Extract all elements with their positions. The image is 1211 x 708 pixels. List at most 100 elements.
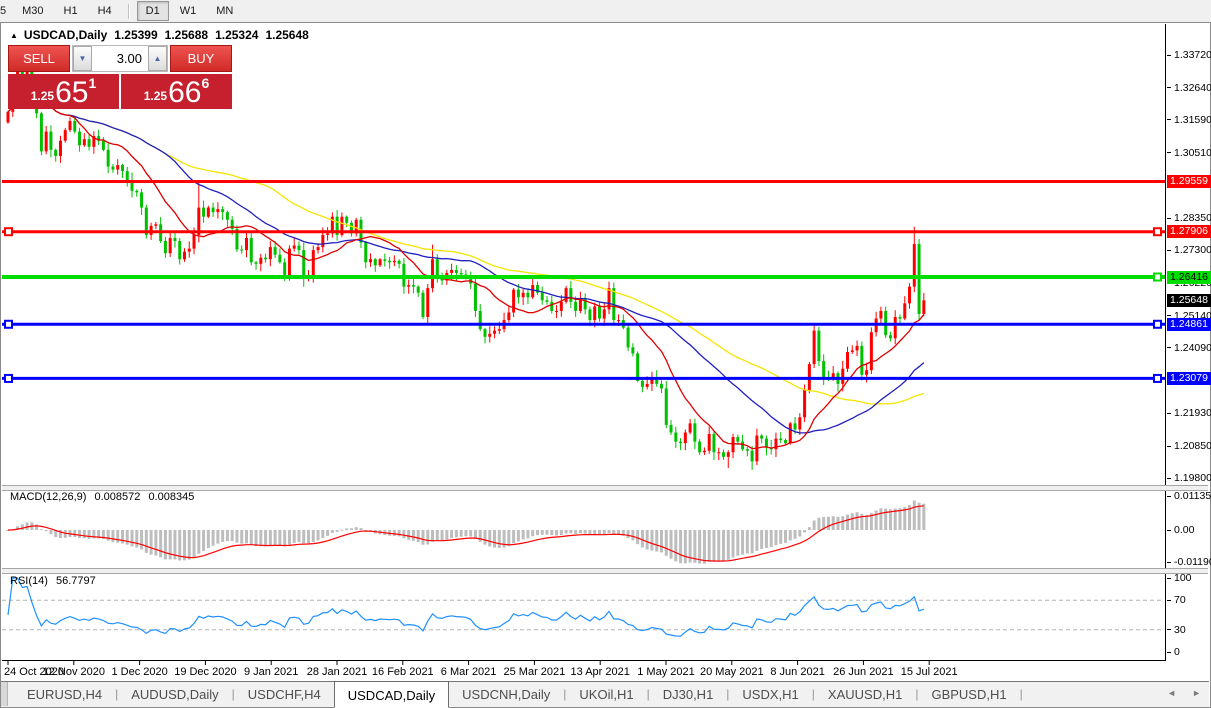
axis-tick-mark [1167, 249, 1171, 251]
date-label: 8 Jun 2021 [770, 666, 825, 678]
ohlc-low: 1.25324 [215, 28, 259, 42]
date-label: 20 May 2021 [699, 666, 764, 678]
tab-separator: | [115, 687, 119, 701]
tab-scroll-buttons: ◄ ► [1167, 688, 1201, 698]
axis-tick-mark [1167, 445, 1171, 447]
tab-usdchf-h4[interactable]: USDCHF,H4 [247, 687, 321, 702]
axis-tick-mark [1167, 412, 1171, 414]
line-handle-1.23079[interactable] [1153, 373, 1162, 383]
buy-quote[interactable]: 1.25 66 6 [121, 74, 232, 109]
tab-gbpusd-h1[interactable]: GBPUSD,H1 [931, 687, 1007, 702]
tab-separator: | [563, 687, 567, 701]
date-label: 6 Mar 2021 [440, 666, 497, 678]
tab-scroll-right-icon[interactable]: ► [1192, 688, 1201, 698]
date-label: 12 Nov 2020 [42, 666, 105, 678]
tab-audusd-daily[interactable]: AUDUSD,Daily [131, 687, 219, 702]
buy-price-prefix: 1.25 [143, 89, 168, 103]
volume-input[interactable] [92, 46, 148, 71]
level-price-label-1.24861: 1.24861 [1167, 317, 1211, 331]
macd-value-signal: 0.008345 [148, 491, 195, 503]
axis-tick-mark [1167, 54, 1171, 56]
axis-tick-mark [1167, 577, 1171, 579]
price-tick-1.32640: 1.32640 [1167, 81, 1211, 94]
rsi-label: RSI(14) 56.7797 [10, 575, 101, 587]
level-price-label-1.23079: 1.23079 [1167, 371, 1211, 385]
level-price-label-1.26416: 1.26416 [1167, 270, 1211, 284]
tab-bar-edge [1, 682, 8, 706]
line-handle-1.27906[interactable] [1153, 227, 1162, 237]
timeframe-h1[interactable]: H1 [63, 5, 78, 17]
date-label: 26 Jun 2021 [833, 666, 894, 678]
timeframe-mn[interactable]: MN [216, 5, 234, 17]
timeframe-5[interactable]: 5 [0, 5, 7, 17]
tab-separator: | [811, 687, 815, 701]
tab-usdcnh-daily[interactable]: USDCNH,Daily [462, 687, 551, 702]
timeframe-m30[interactable]: M30 [22, 5, 44, 17]
macd-histogram [6, 500, 926, 564]
current-price-label: 1.25648 [1167, 293, 1211, 307]
tab-usdx-h1[interactable]: USDX,H1 [742, 687, 799, 702]
ma-medium [7, 85, 925, 434]
pane-splitter-rsi[interactable] [2, 568, 1208, 574]
rsi-tick-0: 0 [1167, 646, 1180, 659]
timeframe-d1[interactable]: D1 [136, 1, 169, 21]
date-label: 16 Feb 2021 [371, 666, 434, 678]
sell-button[interactable]: SELL [8, 45, 70, 72]
tab-separator: | [726, 687, 730, 701]
toolbar-divider [127, 3, 130, 19]
axis-lines [2, 24, 1166, 665]
tab-usdcad-daily[interactable]: USDCAD,Daily [333, 681, 450, 708]
price-chart-canvas[interactable] [2, 24, 1168, 666]
axis-tick-mark [1167, 87, 1171, 89]
axis-tick-mark [1167, 119, 1171, 121]
price-tick-1.31590: 1.31590 [1167, 113, 1211, 126]
rsi-tick-70: 70 [1167, 594, 1186, 607]
timeframe-w1[interactable]: W1 [179, 5, 197, 17]
axis-tick-mark [1167, 495, 1171, 497]
tab-eurusd-h4[interactable]: EURUSD,H4 [27, 687, 103, 702]
buy-button[interactable]: BUY [170, 45, 232, 72]
rsi-line [7, 577, 925, 637]
tab-scroll-left-icon[interactable]: ◄ [1167, 688, 1177, 698]
rsi-value: 56.7797 [55, 575, 96, 587]
sell-quote[interactable]: 1.25 65 1 [8, 74, 119, 109]
price-axis[interactable]: 1.337201.326401.315901.305101.294301.283… [1167, 24, 1211, 666]
line-handle-1.23079[interactable] [4, 373, 13, 383]
sell-price-prefix: 1.25 [30, 89, 55, 103]
price-tick-1.28350: 1.28350 [1167, 212, 1211, 225]
axis-tick-mark [1167, 315, 1171, 317]
price-tick-1.24090: 1.24090 [1167, 341, 1211, 354]
line-handle-1.24861[interactable] [1153, 319, 1162, 329]
line-handle-1.26416[interactable] [1153, 272, 1162, 282]
collapse-quotes-icon[interactable]: ▲ [10, 30, 18, 40]
pane-splitter-macd[interactable] [2, 485, 1208, 491]
price-tick-1.19800: 1.19800 [1167, 472, 1211, 485]
volume-increase-button[interactable]: ▲ [148, 46, 167, 71]
chevron-up-icon: ▲ [153, 54, 162, 63]
tab-dj30-h1[interactable]: DJ30,H1 [662, 687, 714, 702]
buy-price-pip: 6 [201, 75, 210, 91]
date-label: 15 Jul 2021 [900, 666, 958, 678]
axis-tick-mark [1167, 529, 1171, 531]
axis-tick-mark [1167, 152, 1171, 154]
chevron-down-icon: ▼ [78, 54, 87, 63]
axis-tick-mark [1167, 651, 1171, 653]
macd-tick-zero: 0.00 [1167, 524, 1194, 537]
chart-window [0, 22, 1211, 708]
sell-price-big: 65 [55, 76, 89, 109]
line-handle-1.27906[interactable] [4, 227, 13, 237]
tab-xauusd-h1[interactable]: XAUUSD,H1 [827, 687, 903, 702]
buy-price-big: 66 [168, 76, 202, 109]
ma-fast [7, 85, 925, 450]
tab-ukoil-h1[interactable]: UKOil,H1 [579, 687, 634, 702]
tab-separator: | [646, 687, 650, 701]
volume-decrease-button[interactable]: ▼ [73, 46, 92, 71]
axis-tick-mark [1167, 561, 1171, 563]
timeframe-h4[interactable]: H4 [97, 5, 112, 17]
chart-header: ▲ USDCAD,Daily 1.25399 1.25688 1.25324 1… [10, 28, 316, 42]
date-label: 1 May 2021 [637, 666, 695, 678]
macd-value-main: 0.008572 [94, 491, 141, 503]
date-label: 25 Mar 2021 [503, 666, 566, 678]
line-handle-1.24861[interactable] [4, 319, 13, 329]
price-tick-1.21930: 1.21930 [1167, 407, 1211, 420]
